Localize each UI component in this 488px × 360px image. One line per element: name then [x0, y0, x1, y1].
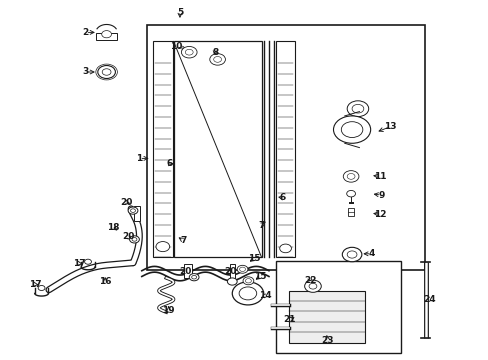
Circle shape: [346, 174, 354, 179]
Text: 18: 18: [107, 223, 120, 232]
Circle shape: [237, 265, 247, 273]
Circle shape: [130, 209, 135, 212]
Text: 6: 6: [166, 159, 172, 168]
Circle shape: [341, 122, 362, 138]
Circle shape: [102, 31, 111, 38]
Circle shape: [181, 46, 197, 58]
Text: 9: 9: [377, 191, 384, 199]
Text: 2: 2: [82, 28, 88, 37]
Text: 24: 24: [422, 295, 435, 304]
Circle shape: [227, 278, 237, 285]
Text: 6: 6: [279, 194, 285, 202]
Circle shape: [239, 267, 245, 271]
Circle shape: [308, 283, 316, 289]
Circle shape: [342, 247, 361, 262]
Text: 20: 20: [122, 233, 134, 241]
Text: 12: 12: [373, 210, 386, 219]
Text: 4: 4: [367, 249, 374, 258]
Circle shape: [132, 238, 137, 241]
Bar: [347, 208, 353, 216]
Text: 3: 3: [82, 68, 88, 77]
Text: 22: 22: [304, 276, 316, 284]
Circle shape: [245, 279, 251, 283]
Bar: [173, 41, 261, 257]
Bar: [146, 25, 425, 270]
Bar: [289, 291, 365, 343]
Text: 21: 21: [283, 315, 295, 324]
Circle shape: [129, 236, 139, 243]
Bar: [96, 33, 117, 40]
Circle shape: [351, 104, 363, 113]
Circle shape: [343, 171, 358, 182]
Circle shape: [191, 275, 196, 279]
Circle shape: [304, 280, 321, 292]
Circle shape: [102, 69, 111, 75]
Circle shape: [239, 287, 256, 300]
Circle shape: [279, 244, 291, 253]
Circle shape: [38, 285, 45, 291]
Text: 7: 7: [180, 236, 186, 245]
Circle shape: [156, 242, 169, 252]
Text: 11: 11: [373, 172, 386, 181]
Text: 19: 19: [162, 306, 175, 315]
Circle shape: [232, 282, 263, 305]
Circle shape: [209, 54, 225, 65]
Text: 13: 13: [383, 122, 396, 131]
Circle shape: [84, 259, 91, 264]
Bar: [276, 261, 400, 353]
Circle shape: [189, 274, 199, 281]
Circle shape: [243, 277, 253, 285]
Text: 17: 17: [29, 280, 41, 289]
Text: 15: 15: [247, 254, 260, 263]
Circle shape: [333, 116, 370, 143]
Text: 20: 20: [224, 267, 237, 276]
Bar: [152, 41, 173, 257]
Circle shape: [346, 190, 355, 197]
Text: 23: 23: [321, 336, 333, 345]
Text: 20: 20: [179, 267, 192, 276]
Bar: [183, 264, 191, 278]
Text: 10: 10: [169, 42, 182, 51]
Bar: [229, 264, 234, 279]
Text: 17: 17: [73, 259, 85, 268]
Text: 16: 16: [99, 277, 111, 286]
Text: 14: 14: [258, 292, 271, 300]
Circle shape: [346, 101, 368, 117]
Circle shape: [346, 251, 356, 258]
Text: 1: 1: [136, 154, 142, 163]
Text: 7: 7: [258, 220, 264, 230]
Text: 5: 5: [177, 8, 183, 17]
Circle shape: [98, 66, 115, 78]
Circle shape: [128, 207, 138, 214]
Bar: [276, 41, 294, 257]
Bar: [134, 206, 140, 221]
Text: 8: 8: [212, 48, 218, 57]
Text: 20: 20: [120, 198, 132, 207]
Text: 15: 15: [253, 272, 266, 281]
Circle shape: [185, 49, 193, 55]
Circle shape: [213, 57, 221, 62]
